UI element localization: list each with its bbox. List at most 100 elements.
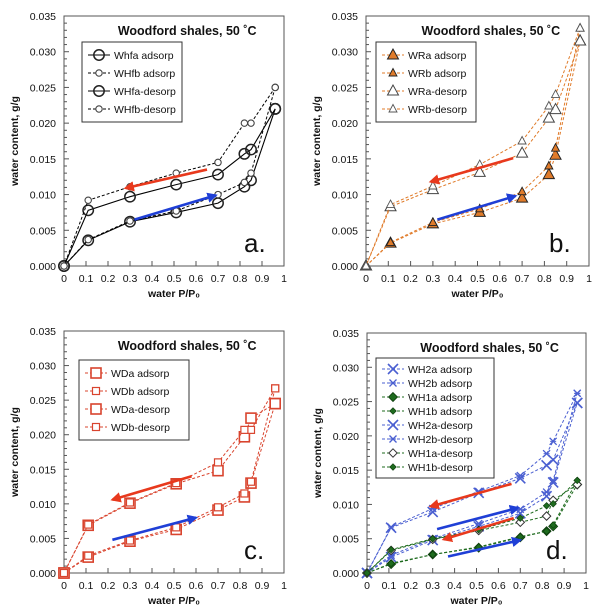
legend-label: WRa adsorp: [408, 50, 467, 62]
data-point: [59, 568, 69, 578]
data-point: [575, 22, 585, 32]
legend-item: WHfb-desorp: [88, 104, 176, 116]
data-point: [212, 464, 224, 477]
data-point: [516, 471, 525, 480]
legend-marker: [387, 419, 399, 431]
y-tick-label: 0.010: [30, 499, 56, 511]
x-tick-label: 0.9: [559, 273, 574, 285]
data-point: [271, 384, 280, 393]
data-point: [247, 119, 255, 127]
data-point: [82, 234, 95, 247]
y-tick-label: 0.010: [332, 190, 358, 202]
y-tick-label: 0.030: [30, 361, 56, 373]
x-tick-label: 0: [61, 273, 67, 285]
series-line: [366, 393, 578, 574]
data-point: [214, 190, 222, 199]
data-point: [542, 502, 551, 510]
data-point: [516, 514, 525, 522]
legend-marker: [93, 85, 105, 97]
legend-label: WHfb adsorp: [114, 68, 175, 80]
x-tick-label: 0.8: [233, 580, 248, 592]
data-point: [428, 550, 437, 559]
data-point: [542, 111, 556, 123]
y-tick-label: 0.035: [30, 326, 56, 338]
legend-item: WDa adsorp: [85, 367, 170, 380]
legend-marker: [389, 463, 397, 471]
data-point: [124, 215, 136, 228]
legend-label: WRb-desorp: [408, 104, 467, 116]
marker-stroke: [541, 490, 553, 502]
legend-marker: [90, 403, 102, 415]
data-point: [84, 235, 92, 244]
x-tick-label: 0.9: [255, 273, 270, 285]
data-point: [170, 178, 183, 191]
data-point: [517, 186, 527, 196]
data-point: [542, 488, 551, 497]
legend-item: WH2b adsorp: [382, 378, 472, 390]
legend-marker: [95, 105, 103, 113]
legend-marker: [387, 363, 399, 375]
series-line: [365, 27, 581, 267]
x-axis-title: water P/P₀: [449, 595, 502, 607]
legend-item: WRb adsorp: [382, 67, 467, 80]
series-line: [63, 403, 276, 574]
data-point: [549, 476, 558, 485]
y-tick-label: 0.015: [333, 465, 359, 477]
y-tick-label: 0.000: [30, 261, 56, 273]
panel-letter: a.: [244, 228, 266, 258]
legend-marker: [386, 83, 400, 96]
panel-letter: d.: [546, 535, 568, 565]
y-tick-label: 0.015: [30, 154, 56, 166]
y-tick-label: 0.010: [30, 190, 56, 202]
data-point: [269, 102, 282, 115]
data-point: [573, 33, 587, 46]
legend-item: WRa adsorp: [382, 47, 467, 62]
series-line: [366, 402, 578, 574]
legend-marker: [389, 407, 397, 415]
data-point: [544, 100, 554, 110]
data-point: [387, 545, 395, 554]
x-tick-label: 0: [363, 273, 369, 285]
x-tick-label: 0.3: [123, 273, 138, 285]
data-point: [125, 498, 135, 507]
series-line: [366, 480, 578, 574]
y-axis-title: water content, g/g: [312, 408, 324, 499]
data-point: [125, 536, 135, 545]
legend-marker: [389, 435, 397, 443]
y-tick-label: 0.025: [333, 397, 359, 409]
legend-marker: [95, 69, 103, 77]
x-tick-label: 0.6: [189, 273, 204, 285]
data-point: [549, 437, 558, 446]
data-point: [387, 523, 396, 532]
x-axis-title: water P/P₀: [147, 288, 200, 300]
x-tick-label: 0.9: [255, 580, 270, 592]
legend: Whfa adsorp WHfb adsorp WHfa-desorp WHfb-de…: [81, 41, 183, 123]
x-tick-label: 0.4: [145, 273, 160, 285]
marker-stroke: [514, 472, 526, 484]
y-tick-label: 0.000: [30, 568, 56, 580]
legend-marker: [388, 67, 398, 77]
marker-stroke: [514, 507, 526, 519]
series-wdb-desorp: [59, 384, 280, 578]
y-tick-label: 0.035: [332, 11, 358, 23]
legend-box: [375, 357, 495, 479]
x-tick-label: 0.5: [167, 273, 182, 285]
legend-marker: [387, 391, 399, 403]
legend-item: WDa-desorp: [85, 403, 170, 416]
data-point: [541, 511, 552, 521]
legend-label: WH2a adsorp: [408, 364, 472, 376]
y-tick-label: 0.020: [30, 118, 56, 130]
data-point: [573, 476, 581, 485]
x-tick-label: 0.2: [101, 580, 116, 592]
legend-label: WRb adsorp: [408, 68, 467, 80]
marker-stroke: [385, 551, 397, 563]
data-point: [124, 190, 136, 203]
data-point: [428, 216, 438, 226]
desorption-arrow: [428, 156, 514, 185]
legend-marker: [388, 448, 398, 458]
adsorption-arrow: [112, 514, 199, 542]
x-tick-label: 0.7: [211, 580, 226, 592]
data-point: [269, 397, 282, 410]
data-point: [515, 146, 529, 158]
